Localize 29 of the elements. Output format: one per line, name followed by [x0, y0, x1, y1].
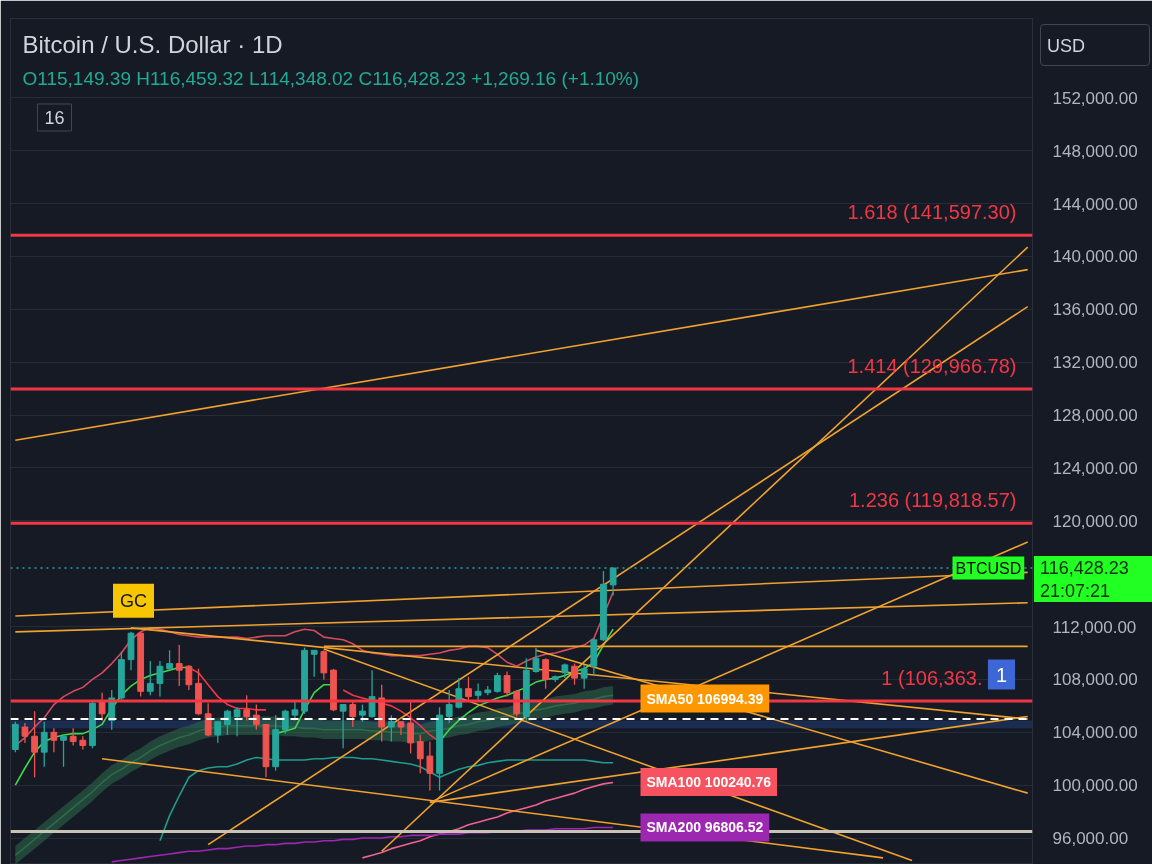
y-tick-label: 148,000.00 [1052, 141, 1138, 161]
y-tick-label: 144,000.00 [1052, 194, 1138, 214]
annotation: 16 [44, 108, 65, 128]
ref-line-label: 1 (106,363. [881, 667, 983, 690]
y-tick-label: 120,000.00 [1052, 511, 1138, 531]
text: 21:07:21 [1040, 580, 1111, 602]
annotation: SMA200 96806.52 [646, 819, 764, 836]
text: 116,428.23 [1040, 557, 1129, 580]
y-tick-label: 136,000.00 [1052, 300, 1138, 320]
annotation: BTCUSD [955, 559, 1022, 577]
y-tick-label: 132,000.00 [1052, 353, 1138, 373]
y-tick-label: 140,000.00 [1052, 247, 1138, 267]
text: O115,149.39 H116,459.32 L114,348.02 C116,428.23 +1,269.16 (+1.10%) [22, 68, 640, 89]
annotation: 1 [995, 663, 1008, 686]
text: USD [1047, 35, 1086, 58]
y-tick-label: 112,000.00 [1052, 617, 1137, 637]
y-tick-label: 100,000.00 [1052, 776, 1138, 796]
y-tick-label: 124,000.00 [1052, 458, 1138, 478]
annotation: SMA50 106994.39 [646, 690, 764, 707]
annotation: GC [120, 590, 147, 611]
ref-line-label: 1.236 (119,818.57) [848, 489, 1017, 512]
text: Bitcoin / U.S. Dollar · 1D [22, 31, 283, 58]
y-tick-label: 152,000.00 [1052, 88, 1138, 108]
y-tick-label: 128,000.00 [1052, 406, 1138, 426]
y-tick-label: 104,000.00 [1052, 723, 1138, 743]
y-tick-label: 96,000.00 [1052, 829, 1129, 849]
annotation: SMA100 100240.76 [646, 774, 772, 790]
y-tick-label: 108,000.00 [1052, 670, 1138, 690]
ref-line-label: 1.618 (141,597.30) [847, 201, 1017, 224]
